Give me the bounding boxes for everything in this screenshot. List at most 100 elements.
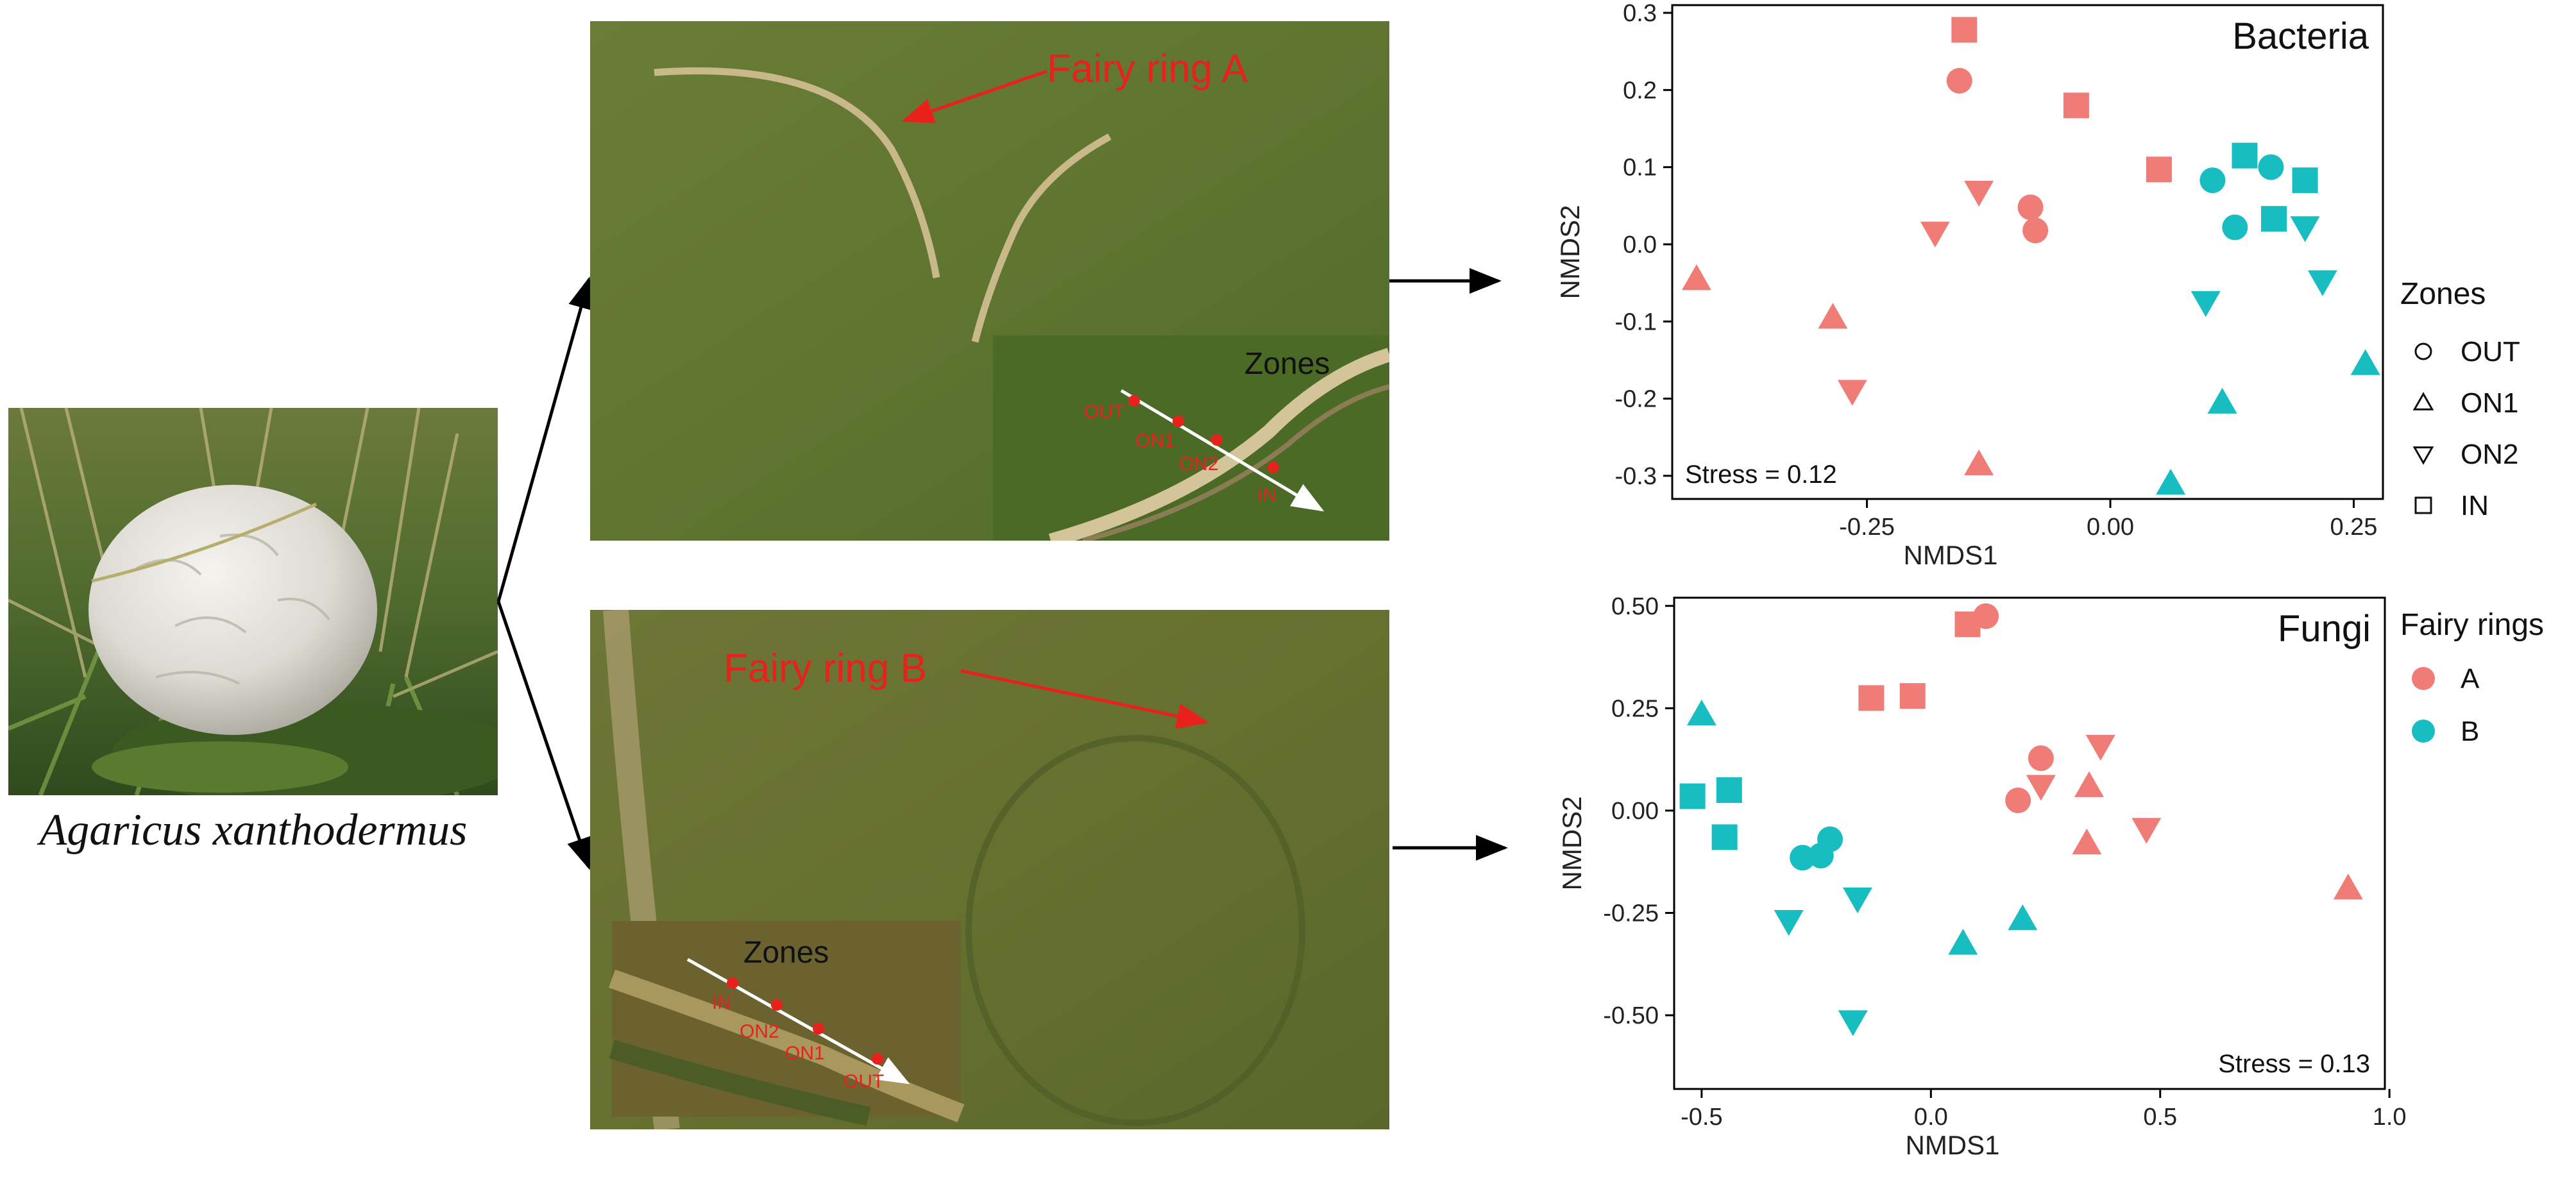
data-point-a-in (1954, 611, 1981, 637)
data-point-a-out (2028, 745, 2054, 772)
x-tick-label: 0.25 (2330, 514, 2377, 541)
legend-zones-title: Zones (2400, 277, 2486, 311)
x-axis-label: NMDS1 (1903, 540, 1997, 570)
y-axis-label: NMDS2 (1557, 796, 1587, 890)
fairy-ring-a-photo: Fairy ring A Zones OUT ON1 ON2 IN (590, 21, 1389, 541)
y-tick-label: -0.2 (1615, 386, 1657, 413)
zone-label-on1: ON1 (785, 1043, 825, 1064)
legend-ring-b-marker (2412, 720, 2435, 743)
data-point-a-on1 (1681, 264, 1711, 291)
data-point-a-on1 (2072, 829, 2102, 855)
fungi-nmds-chart: -0.5 0.0 0.5 1.0 -0.50 -0.25 0.00 0.25 0.50 NMDS1… (1557, 593, 2405, 1160)
data-point-b-on1 (2008, 904, 2038, 931)
data-point-b-out (2199, 167, 2226, 194)
fairy-ring-b-photo: Fairy ring B Zones IN ON2 ON1 OUT (590, 610, 1389, 1129)
data-point-b-on2 (2307, 270, 2337, 296)
y-tick-label: -0.3 (1615, 463, 1657, 490)
zone-point-on2 (1211, 434, 1223, 446)
data-point-a-out (1946, 67, 1972, 94)
y-tick-label: 0.0 (1623, 232, 1657, 258)
fairy-ring-b-label: Fairy ring B (724, 646, 927, 691)
y-tick-label: -0.50 (1603, 1002, 1659, 1029)
fairy-ring-a-label: Fairy ring A (1047, 47, 1248, 91)
zones-inset-b-title: Zones (743, 936, 829, 970)
zone-label-in: IN (1257, 485, 1276, 506)
x-tick-label: 0.0 (1914, 1104, 1948, 1131)
plot-title: Bacteria (2232, 15, 2369, 57)
data-point-b-on2 (1838, 1010, 1868, 1036)
zone-label-in: IN (712, 992, 731, 1013)
data-point-b-in (2232, 142, 2258, 169)
data-point-a-out (2022, 217, 2049, 244)
data-point-a-on1 (2333, 873, 2363, 900)
data-point-a-on2 (1837, 380, 1867, 406)
data-point-a-in (1899, 683, 1926, 709)
data-point-a-in (2146, 156, 2172, 183)
zone-label-on1: ON1 (1135, 430, 1175, 451)
data-point-b-on2 (1774, 910, 1804, 936)
x-tick-label: -0.25 (1839, 514, 1895, 541)
stress-annotation: Stress = 0.12 (1685, 460, 1837, 489)
x-tick-label: 0.5 (2143, 1104, 2177, 1131)
data-point-a-on2 (1920, 221, 1950, 248)
data-point-a-in (1858, 685, 1885, 711)
data-point-b-in (1716, 777, 1742, 804)
data-point-b-on2 (1842, 887, 1872, 914)
zone-label-out: OUT (843, 1071, 884, 1092)
plot-frame (1673, 596, 2386, 1090)
data-point-b-in (1679, 783, 1706, 809)
x-tick-label: 0.00 (2087, 514, 2134, 541)
y-tick-label: 0.3 (1623, 0, 1657, 27)
legend-ring-a-marker (2412, 667, 2435, 690)
zones-inset-a-title: Zones (1244, 347, 1330, 381)
zone-label-on2: ON2 (740, 1021, 779, 1042)
bacteria-nmds-chart: -0.25 0.00 0.25 -0.3 -0.2 -0.1 0.0 0.1 0.2 0.3 NMD… (1555, 0, 2384, 570)
data-point-b-out (1817, 826, 1843, 852)
stress-annotation: Stress = 0.13 (2218, 1050, 2370, 1078)
y-tick-label: -0.25 (1603, 900, 1659, 927)
data-point-b-on2 (2190, 291, 2221, 317)
legend-zone-label: ON2 (2461, 439, 2518, 470)
data-point-a-in (2063, 92, 2089, 119)
zone-point-out (872, 1053, 883, 1065)
x-axis-label: NMDS1 (1905, 1130, 1999, 1160)
legend-ring-label: B (2461, 716, 2479, 747)
data-point-b-out (2258, 154, 2284, 180)
data-point-b-in (2261, 206, 2287, 232)
plot-title: Fungi (2278, 608, 2371, 650)
data-point-b-on2 (2290, 216, 2320, 242)
zones-inset-a: Zones (993, 335, 1389, 541)
legend-ring-label: A (2461, 663, 2480, 695)
data-point-a-on1 (1818, 303, 1848, 329)
y-tick-label: 0.00 (1611, 798, 1659, 825)
data-point-a-in (1951, 17, 1978, 43)
data-point-b-on1 (2156, 468, 2186, 495)
arrow-to-ring-b (496, 601, 592, 870)
y-tick-label: 0.25 (1611, 695, 1659, 722)
y-tick-label: -0.1 (1615, 308, 1657, 335)
zone-point-on1 (813, 1023, 824, 1034)
data-point-a-on1 (1964, 449, 1994, 476)
data-point-b-out (2222, 214, 2248, 240)
zone-point-in (1267, 462, 1279, 473)
data-point-a-on2 (1964, 180, 1994, 207)
legend-zone-label: ON1 (2461, 387, 2518, 419)
zones-inset-b: Zones (609, 921, 965, 1126)
legends: Zones OUT ON1 ON2 IN Fairy rings AB (2400, 277, 2544, 747)
data-point-b-in (1711, 824, 1738, 850)
mushroom-photo (8, 408, 498, 795)
legend-zone-label: OUT (2461, 336, 2520, 367)
data-point-a-on2 (2131, 818, 2162, 844)
data-point-b-on1 (2350, 349, 2380, 375)
legend-zone-in-icon (2414, 496, 2432, 514)
data-point-b-on1 (2207, 387, 2237, 414)
zone-point-on2 (771, 999, 783, 1011)
legend-zone-label: IN (2461, 490, 2489, 521)
data-point-b-on1 (1686, 699, 1716, 726)
y-tick-label: 0.2 (1623, 77, 1657, 104)
data-point-b-on1 (1948, 929, 1978, 955)
x-tick-label: 1.0 (2373, 1104, 2405, 1131)
zone-point-in (727, 977, 738, 989)
data-point-a-on2 (2085, 734, 2115, 761)
